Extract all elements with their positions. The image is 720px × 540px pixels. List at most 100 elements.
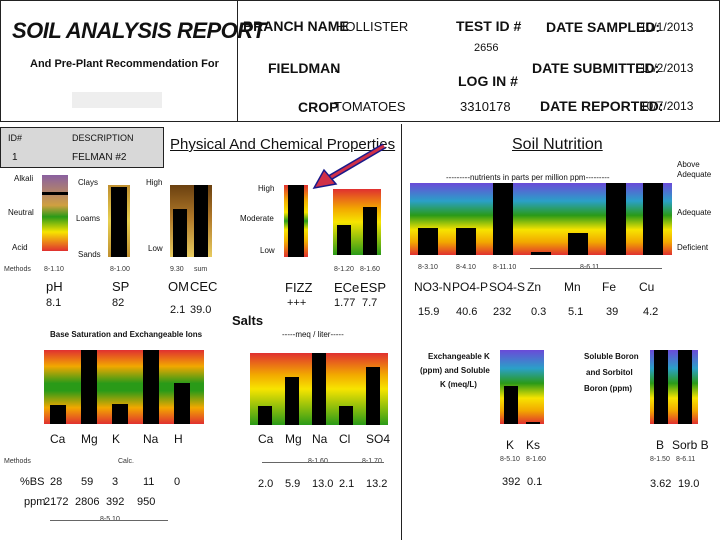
bs-label: %BS — [20, 476, 45, 488]
red-arrow — [312, 143, 386, 190]
crop-label: CROP — [298, 99, 339, 115]
fizz-label: FIZZ — [285, 280, 313, 295]
bs-bar-ca — [50, 405, 66, 424]
nutrient-value: 39 — [606, 306, 619, 318]
salt-ion-label: Mg — [285, 432, 302, 446]
loams-label: Loams — [76, 214, 101, 223]
b-value: 3.62 — [650, 478, 672, 490]
neutral-label: Neutral — [8, 208, 34, 217]
sp-bar — [111, 187, 127, 257]
esp-value: 7.7 — [362, 297, 378, 309]
nutrient-label: Fe — [602, 280, 617, 294]
om-label: OM — [168, 279, 189, 294]
cec-label: CEC — [190, 279, 218, 294]
nutrition-title: Soil Nutrition — [512, 136, 603, 153]
ks-bar — [526, 422, 540, 424]
salt-bar-ca — [258, 406, 272, 425]
ece-value: 1.77 — [334, 297, 356, 309]
salt-bar-cl — [339, 406, 353, 425]
salt-ion-label: Na — [312, 432, 328, 446]
exch-k-title-1: Exchangeable K — [428, 352, 490, 361]
b-label: B — [656, 438, 665, 452]
bs-ion-label: Na — [143, 432, 159, 446]
branch-label: BRANCH NAME — [243, 18, 349, 34]
nutrient-label: Mn — [564, 280, 581, 294]
ece-esp-gauge — [333, 189, 381, 255]
date-submitted-label: DATE SUBMITTED: — [532, 60, 660, 76]
date-sampled-value: 10/1/2013 — [640, 20, 694, 34]
salts-method-a: 8-1.60 — [308, 458, 328, 465]
om-bar — [173, 209, 187, 257]
sorb-b-label: Sorb B — [672, 438, 709, 452]
boron-title-3: Boron (ppm) — [584, 384, 632, 393]
base-sat-methods-label: Methods — [4, 458, 31, 465]
date-reported-value: 10/7/2013 — [640, 99, 694, 113]
salts-gauge — [250, 353, 388, 425]
sorb-b-bar — [678, 350, 692, 424]
ph-value: 8.1 — [46, 297, 62, 309]
report-title: SOIL ANALYSIS REPORT — [12, 18, 266, 43]
desc-header: DESCRIPTION — [72, 133, 134, 143]
nutrient-value: 0.3 — [531, 306, 547, 318]
sands-label: Sands — [78, 250, 101, 259]
salt-ion-label: Cl — [339, 432, 351, 446]
id-block — [0, 127, 164, 168]
salt-value: 13.2 — [366, 478, 388, 490]
om-value: 2.1 — [170, 304, 186, 316]
k-method: 8-5.10 — [500, 456, 520, 463]
nutrient-label: PO4-P — [452, 280, 489, 294]
bs-bar-h — [174, 383, 190, 424]
nutrient-bar-zn — [531, 252, 551, 255]
nutrient-value: 40.6 — [456, 306, 478, 318]
ppm-label: ppm — [24, 496, 46, 508]
ece-bar — [337, 225, 351, 255]
bs-ion-label: Ca — [50, 432, 66, 446]
sp-label: SP — [112, 279, 130, 294]
id-value: 1 — [12, 152, 18, 163]
alkali-label: Alkali — [14, 174, 34, 183]
ph-gauge — [42, 175, 68, 251]
cec-method: sum — [194, 266, 208, 273]
ks-method: 8-1.60 — [526, 456, 546, 463]
sp-value: 82 — [112, 297, 125, 309]
ks-value: 0.1 — [527, 476, 543, 488]
base-sat-calc: Calc. — [118, 458, 134, 465]
micro-method-line — [530, 268, 662, 269]
bs-ppm-value: 2806 — [75, 496, 100, 508]
methods-label: Methods — [4, 266, 31, 273]
ece-method: 8-1.20 — [334, 266, 354, 273]
salt-value: 2.0 — [258, 478, 274, 490]
om-method: 9.30 — [170, 266, 184, 273]
nutrient-bar-so4-s — [493, 183, 513, 255]
k-label: K — [506, 438, 515, 452]
adequate-top-label: Adequate — [677, 170, 712, 179]
desc-value: FELMAN #2 — [72, 152, 127, 163]
test-id-value: 2656 — [474, 42, 499, 54]
bs-ion-label: Mg — [81, 432, 98, 446]
nutrient-label: Zn — [527, 280, 542, 294]
ece-label: ECe — [334, 280, 360, 295]
ph-marker — [42, 192, 68, 195]
fizz-moderate-label: Moderate — [240, 214, 274, 223]
esp-bar — [363, 207, 377, 255]
salt-value: 5.9 — [285, 478, 301, 490]
sorb-b-value: 19.0 — [678, 478, 700, 490]
nutrient-bar-mn — [568, 233, 588, 255]
report-subtitle: And Pre-Plant Recommendation For — [30, 58, 219, 70]
salt-value: 13.0 — [312, 478, 334, 490]
fizz-gauge — [284, 185, 308, 257]
date-reported-label: DATE REPORTED: — [540, 98, 664, 114]
bs-value: 0 — [174, 476, 181, 488]
nutrient-label: Cu — [639, 280, 655, 294]
cec-value: 39.0 — [190, 304, 212, 316]
bs-bar-mg — [81, 350, 97, 424]
ph-method: 8-1.10 — [44, 266, 64, 273]
nutrient-bar-no3-n — [418, 228, 438, 255]
branch-value: HOLLISTER — [336, 19, 409, 34]
exch-k-title-2: (ppm) and Soluble — [420, 366, 490, 375]
cec-bar — [194, 185, 208, 257]
nutrition-gauge — [410, 183, 672, 255]
bs-ion-label: K — [112, 432, 121, 446]
nutrient-label: SO4-S — [489, 280, 526, 294]
ph-label: pH — [46, 279, 63, 294]
